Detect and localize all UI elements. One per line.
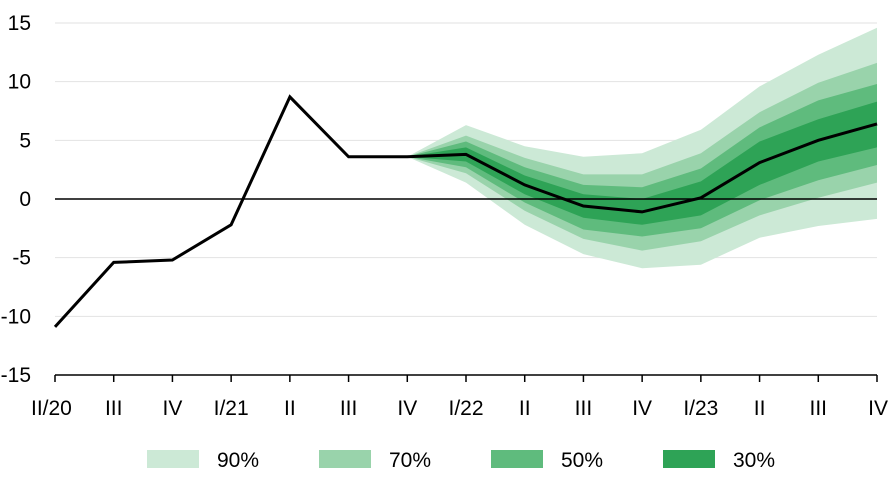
legend-swatch xyxy=(663,450,715,468)
x-tick-label: I/21 xyxy=(214,397,249,420)
y-tick-label: 10 xyxy=(8,71,31,94)
x-tick-label: I/22 xyxy=(448,397,483,420)
fan-band-70-pct xyxy=(407,62,877,251)
x-tick-label: IV xyxy=(397,397,417,420)
x-tick-label: III xyxy=(575,397,593,420)
legend-label: 90% xyxy=(217,449,259,472)
y-tick-label: -15 xyxy=(1,364,31,387)
fan-bands xyxy=(407,27,877,269)
legend-swatch xyxy=(319,450,371,468)
y-tick-label: 5 xyxy=(19,129,31,152)
legend-swatch xyxy=(491,450,543,468)
legend-label: 70% xyxy=(389,449,431,472)
x-tick-label: IV xyxy=(868,397,888,420)
x-tick-label: II xyxy=(284,397,296,420)
y-tick-label: 15 xyxy=(8,12,31,35)
x-tick-label: IV xyxy=(632,397,652,420)
y-tick-label: -10 xyxy=(1,305,31,328)
y-tick-label: 0 xyxy=(19,188,31,211)
x-tick-label: III xyxy=(810,397,828,420)
fan-band-30-pct xyxy=(407,101,877,225)
y-tick-label: -5 xyxy=(12,247,31,270)
legend-label: 30% xyxy=(733,449,775,472)
x-tick-label: II xyxy=(519,397,531,420)
x-tick-label: III xyxy=(340,397,358,420)
x-tick-label: IV xyxy=(163,397,183,420)
x-tick-label: I/23 xyxy=(683,397,718,420)
legend: 90% 70% 50% 30% xyxy=(147,449,775,472)
legend-label: 50% xyxy=(561,449,603,472)
x-tick-label: III xyxy=(105,397,123,420)
x-tick-label: II xyxy=(754,397,766,420)
legend-swatch xyxy=(147,450,199,468)
x-tick-label: II/20 xyxy=(31,397,72,420)
data-lines xyxy=(53,94,878,328)
